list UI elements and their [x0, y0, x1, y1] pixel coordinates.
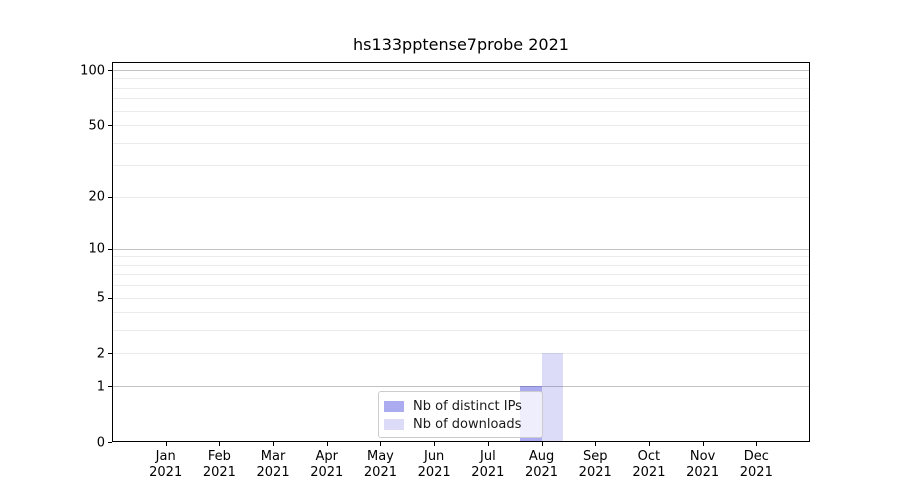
y-tick-mark	[108, 248, 112, 250]
x-label-year: 2021	[363, 465, 397, 480]
x-tick-mark	[702, 442, 704, 446]
x-label-year: 2021	[739, 465, 773, 480]
x-label-month: Oct	[637, 449, 661, 464]
major-gridline	[113, 386, 809, 388]
x-label-year: 2021	[149, 465, 183, 480]
y-tick-mark	[108, 125, 112, 127]
minor-gridline	[113, 165, 809, 167]
y-tick-mark	[108, 196, 112, 198]
legend-label: Nb of distinct IPs	[413, 398, 522, 414]
x-label-year: 2021	[524, 465, 559, 480]
x-label-year: 2021	[202, 465, 236, 480]
legend: Nb of distinct IPs Nb of downloads	[378, 391, 543, 438]
plot-area: Nb of distinct IPs Nb of downloads	[112, 62, 810, 442]
x-label-year: 2021	[310, 465, 344, 480]
x-tick-mark	[648, 442, 650, 446]
x-label-month: Jan	[155, 449, 176, 464]
x-axis-month-label: Jun 2021	[418, 449, 451, 481]
x-axis-month-label: Oct 2021	[632, 449, 665, 481]
major-gridline	[113, 248, 809, 250]
minor-gridline	[113, 78, 809, 80]
x-label-month: Apr	[315, 449, 339, 464]
x-tick-mark	[326, 442, 328, 446]
x-tick-mark	[756, 442, 758, 446]
y-tick-mark	[108, 353, 112, 355]
minor-gridline	[113, 312, 809, 314]
legend-swatch	[384, 400, 404, 412]
y-axis-tick-label: 100	[80, 63, 105, 78]
legend-item: Nb of downloads	[384, 415, 534, 433]
minor-gridline	[113, 110, 809, 112]
x-tick-mark	[595, 442, 597, 446]
minor-gridline	[113, 142, 809, 144]
minor-gridline	[113, 256, 809, 258]
x-axis-month-label: Nov 2021	[686, 449, 719, 481]
y-axis-tick-label: 0	[96, 435, 105, 450]
y-axis-tick-label: 20	[88, 189, 105, 205]
x-axis-month-label: Feb 2021	[203, 449, 236, 481]
x-label-month: Nov	[689, 449, 716, 464]
x-axis-month-label: May 2021	[364, 449, 397, 481]
chart-title: hs133pptense7probe 2021	[353, 35, 569, 54]
minor-gridline	[113, 264, 809, 266]
x-label-month: Sep	[582, 449, 608, 464]
x-axis-month-label: Dec 2021	[740, 449, 773, 481]
x-label-year: 2021	[417, 465, 451, 480]
minor-gridline	[113, 98, 809, 100]
x-tick-mark	[541, 442, 543, 446]
x-tick-mark	[219, 442, 221, 446]
y-tick-mark	[108, 297, 112, 299]
x-label-month: Mar	[260, 449, 286, 464]
minor-gridline	[113, 285, 809, 287]
x-label-year: 2021	[632, 465, 666, 480]
y-tick-mark	[108, 386, 112, 388]
minor-gridline	[113, 353, 809, 355]
x-tick-mark	[487, 442, 489, 446]
x-label-month: Dec	[743, 449, 769, 464]
legend-item: Nb of distinct IPs	[384, 397, 534, 415]
x-axis-month-label: Aug 2021	[525, 449, 558, 481]
x-label-month: May	[367, 449, 394, 464]
x-axis-month-label: Jul 2021	[471, 449, 504, 481]
minor-gridline	[113, 196, 809, 198]
x-tick-mark	[380, 442, 382, 446]
x-label-month: Jul	[480, 449, 496, 464]
x-axis-month-label: Apr 2021	[310, 449, 343, 481]
y-axis-tick-label: 50	[88, 118, 105, 134]
x-label-year: 2021	[686, 465, 720, 480]
x-label-year: 2021	[578, 465, 612, 480]
legend-label: Nb of downloads	[413, 416, 522, 432]
legend-swatch	[384, 418, 404, 430]
y-axis-tick-label: 5	[96, 290, 105, 306]
x-label-month: Feb	[207, 449, 231, 464]
bar-downloads	[541, 353, 564, 441]
minor-gridline	[113, 330, 809, 332]
x-label-month: Jun	[423, 449, 445, 464]
y-tick-mark	[108, 70, 112, 71]
minor-gridline	[113, 87, 809, 89]
minor-gridline	[113, 297, 809, 299]
x-axis-month-label: Mar 2021	[257, 449, 290, 481]
x-tick-mark	[165, 442, 167, 446]
minor-gridline	[113, 274, 809, 276]
x-label-year: 2021	[471, 465, 505, 480]
y-axis-tick-label: 2	[96, 346, 105, 362]
x-label-month: Aug	[528, 449, 555, 464]
x-tick-mark	[273, 442, 275, 446]
y-tick-mark	[108, 442, 112, 443]
x-axis-month-label: Sep 2021	[579, 449, 612, 481]
minor-gridline	[113, 125, 809, 127]
major-gridline	[113, 70, 809, 71]
y-axis-tick-label: 10	[88, 241, 105, 257]
x-axis-month-label: Jan 2021	[149, 449, 182, 481]
y-axis-tick-label: 1	[96, 379, 105, 395]
x-label-year: 2021	[256, 465, 290, 480]
x-tick-mark	[434, 442, 436, 446]
